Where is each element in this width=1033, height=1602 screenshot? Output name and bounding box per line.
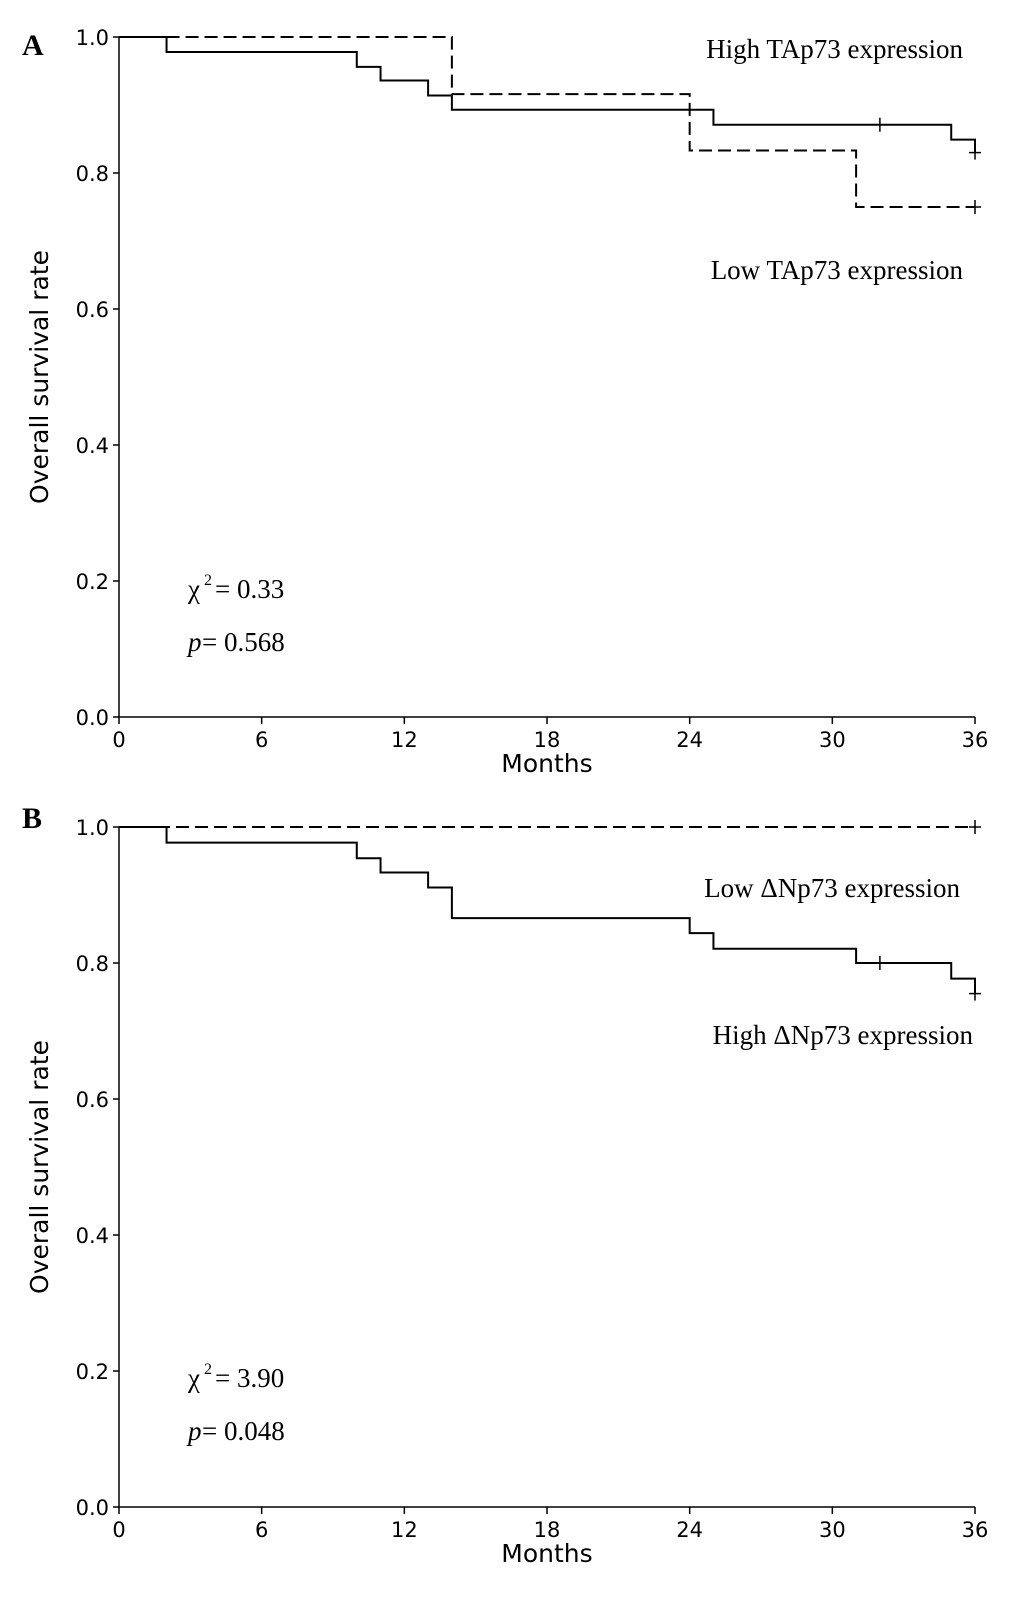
chi-superscript: 2 [204, 572, 212, 589]
x-tick-label: 12 [391, 1518, 418, 1542]
legend-label: Low TAp73 expression [711, 255, 964, 285]
x-tick-label: 12 [391, 728, 418, 752]
x-tick-label: 36 [962, 728, 989, 752]
x-tick-label: 30 [819, 1518, 846, 1542]
y-tick-label: 0.4 [76, 1224, 109, 1248]
x-axis-label: Months [501, 1539, 592, 1568]
survival-curve-solid [119, 36, 976, 153]
legend-label: High TAp73 expression [706, 34, 963, 64]
y-tick-label: 0.8 [76, 952, 109, 976]
survival-curve-dashed [166, 36, 975, 208]
x-tick-label: 18 [534, 728, 561, 752]
chi-value: = 0.33 [215, 574, 284, 604]
panel-label: B [22, 802, 42, 835]
p-value: = 0.568 [202, 627, 285, 657]
x-axis-label: Months [501, 749, 592, 778]
y-tick-label: 0.8 [76, 162, 109, 186]
y-axis-label: Overall survival rate [25, 1040, 54, 1294]
y-tick-label: 0.6 [76, 298, 109, 322]
x-tick-label: 30 [819, 728, 846, 752]
p-value: = 0.048 [202, 1416, 285, 1446]
y-tick-label: 0.4 [76, 434, 109, 458]
chi-symbol: χ [187, 574, 200, 604]
chi-superscript: 2 [204, 1361, 212, 1378]
y-tick-label: 1.0 [76, 816, 109, 840]
y-tick-label: 0.0 [76, 1496, 109, 1520]
legend-label: High ΔNp73 expression [713, 1020, 974, 1050]
x-tick-label: 24 [676, 728, 703, 752]
x-tick-label: 0 [112, 728, 125, 752]
y-tick-label: 0.6 [76, 1088, 109, 1112]
survival-curve-solid [119, 826, 976, 994]
y-tick-label: 0.2 [76, 1360, 109, 1384]
y-tick-label: 0.2 [76, 570, 109, 594]
x-tick-label: 6 [255, 1518, 268, 1542]
x-tick-label: 24 [676, 1518, 703, 1542]
x-tick-label: 0 [112, 1518, 125, 1542]
x-tick-label: 36 [962, 1518, 989, 1542]
p-symbol: p [186, 1416, 202, 1446]
chi-value: = 3.90 [215, 1363, 284, 1393]
y-tick-label: 0.0 [76, 706, 109, 730]
chi-symbol: χ [187, 1363, 200, 1393]
panel-label: A [22, 29, 44, 62]
legend-label: Low ΔNp73 expression [704, 873, 960, 903]
x-tick-label: 6 [255, 728, 268, 752]
y-tick-label: 1.0 [76, 26, 109, 50]
y-axis-label: Overall survival rate [25, 250, 54, 504]
panel-a: A 0.0 0.2 0.4 0.6 0.8 1.0 0 6 12 18 24 30 36 Months Ove… [22, 26, 988, 778]
x-tick-label: 18 [534, 1518, 561, 1542]
panel-b: B 0.0 0.2 0.4 0.6 0.8 1.0 0 6 12 18 24 30 36 Months Ove… [22, 802, 988, 1568]
p-symbol: p [186, 627, 202, 657]
